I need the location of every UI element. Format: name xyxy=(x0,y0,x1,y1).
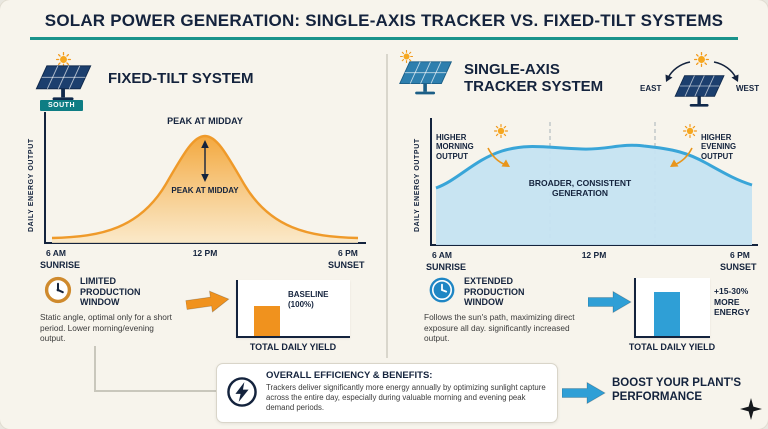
tracker-bar xyxy=(654,292,680,336)
solar-panel-icon xyxy=(34,64,94,104)
boost-performance-cta: BOOST YOUR PLANT'S PERFORMANCE xyxy=(612,377,742,403)
tracker-y-axis-label: DAILY ENERGY OUTPUT xyxy=(414,138,421,232)
fixed-tick-12pm: 12 PM xyxy=(192,248,218,258)
fixed-tick-6pm: 6 PM xyxy=(338,248,358,258)
extended-window-body: Follows the sun's path, maximizing direc… xyxy=(424,312,575,344)
tracker-yield-caption: TOTAL DAILY YIELD xyxy=(628,342,716,352)
panel-direction-badge: SOUTH xyxy=(40,100,83,111)
right-arrow-icon xyxy=(185,287,232,317)
logo-spark-icon xyxy=(740,398,762,420)
peak-midday-label-inner: PEAK AT MIDDAY xyxy=(171,186,239,195)
east-label: EAST xyxy=(640,84,662,93)
clock-icon xyxy=(44,276,72,304)
higher-evening-label: HIGHER EVENING OUTPUT xyxy=(701,133,737,161)
tracker-bar-label: +15-30% MORE ENERGY xyxy=(714,286,750,318)
right-arrow-icon xyxy=(562,381,606,405)
fixed-tilt-curve xyxy=(51,134,359,243)
lightning-icon xyxy=(226,376,258,408)
fixed-sunrise-label: SUNRISE xyxy=(40,260,81,270)
baseline-bar-label: BASELINE (100%) xyxy=(288,290,329,309)
east-west-panel-icon xyxy=(672,74,728,110)
tracker-sunrise-label: SUNRISE xyxy=(426,262,467,272)
tracker-sunset-label: SUNSET xyxy=(720,262,757,272)
higher-morning-label: HIGHER MORNING OUTPUT xyxy=(436,133,474,161)
benefits-title: OVERALL EFFICIENCY & BENEFITS: xyxy=(266,370,433,381)
limited-window-title: LIMITED PRODUCTION WINDOW xyxy=(80,276,141,308)
benefits-body: Trackers deliver significantly more ener… xyxy=(266,383,546,412)
title-underline xyxy=(30,37,738,40)
fixed-sunset-label: SUNSET xyxy=(328,260,365,270)
peak-midday-label-top: PEAK AT MIDDAY xyxy=(167,116,243,126)
fixed-y-axis-label: DAILY ENERGY OUTPUT xyxy=(28,138,35,232)
west-label: WEST xyxy=(736,84,760,93)
fixed-tick-6am: 6 AM xyxy=(46,248,66,258)
connector-line xyxy=(94,390,216,392)
extended-window-title: EXTENDED PRODUCTION WINDOW xyxy=(464,276,525,308)
tracker-tick-6pm: 6 PM xyxy=(730,250,750,260)
broader-generation-label: BROADER, CONSISTENT GENERATION xyxy=(528,178,632,198)
tracker-tick-6am: 6 AM xyxy=(432,250,452,260)
morning-sun-icon xyxy=(494,124,508,138)
benefits-box xyxy=(216,363,558,423)
connector-line xyxy=(94,346,96,392)
column-divider xyxy=(386,54,388,358)
tracker-curve xyxy=(435,122,753,245)
clock-icon xyxy=(428,276,456,304)
tracker-tick-12pm: 12 PM xyxy=(581,250,607,260)
east-west-arc-arrows xyxy=(665,61,739,82)
page-title: SOLAR POWER GENERATION: SINGLE-AXIS TRAC… xyxy=(44,11,724,30)
fixed-yield-caption: TOTAL DAILY YIELD xyxy=(249,342,337,352)
fixed-yield-chart: BASELINE (100%) xyxy=(236,280,350,338)
right-arrow-icon xyxy=(588,290,632,314)
tracker-panel-icon xyxy=(398,60,454,98)
fixed-tilt-heading: FIXED-TILT SYSTEM xyxy=(108,70,254,87)
evening-sun-icon xyxy=(683,124,697,138)
baseline-bar xyxy=(254,306,280,336)
limited-window-body: Static angle, optimal only for a short p… xyxy=(40,312,172,344)
tracker-heading: SINGLE-AXIS TRACKER SYSTEM xyxy=(464,61,604,95)
tracker-yield-chart xyxy=(634,278,710,338)
